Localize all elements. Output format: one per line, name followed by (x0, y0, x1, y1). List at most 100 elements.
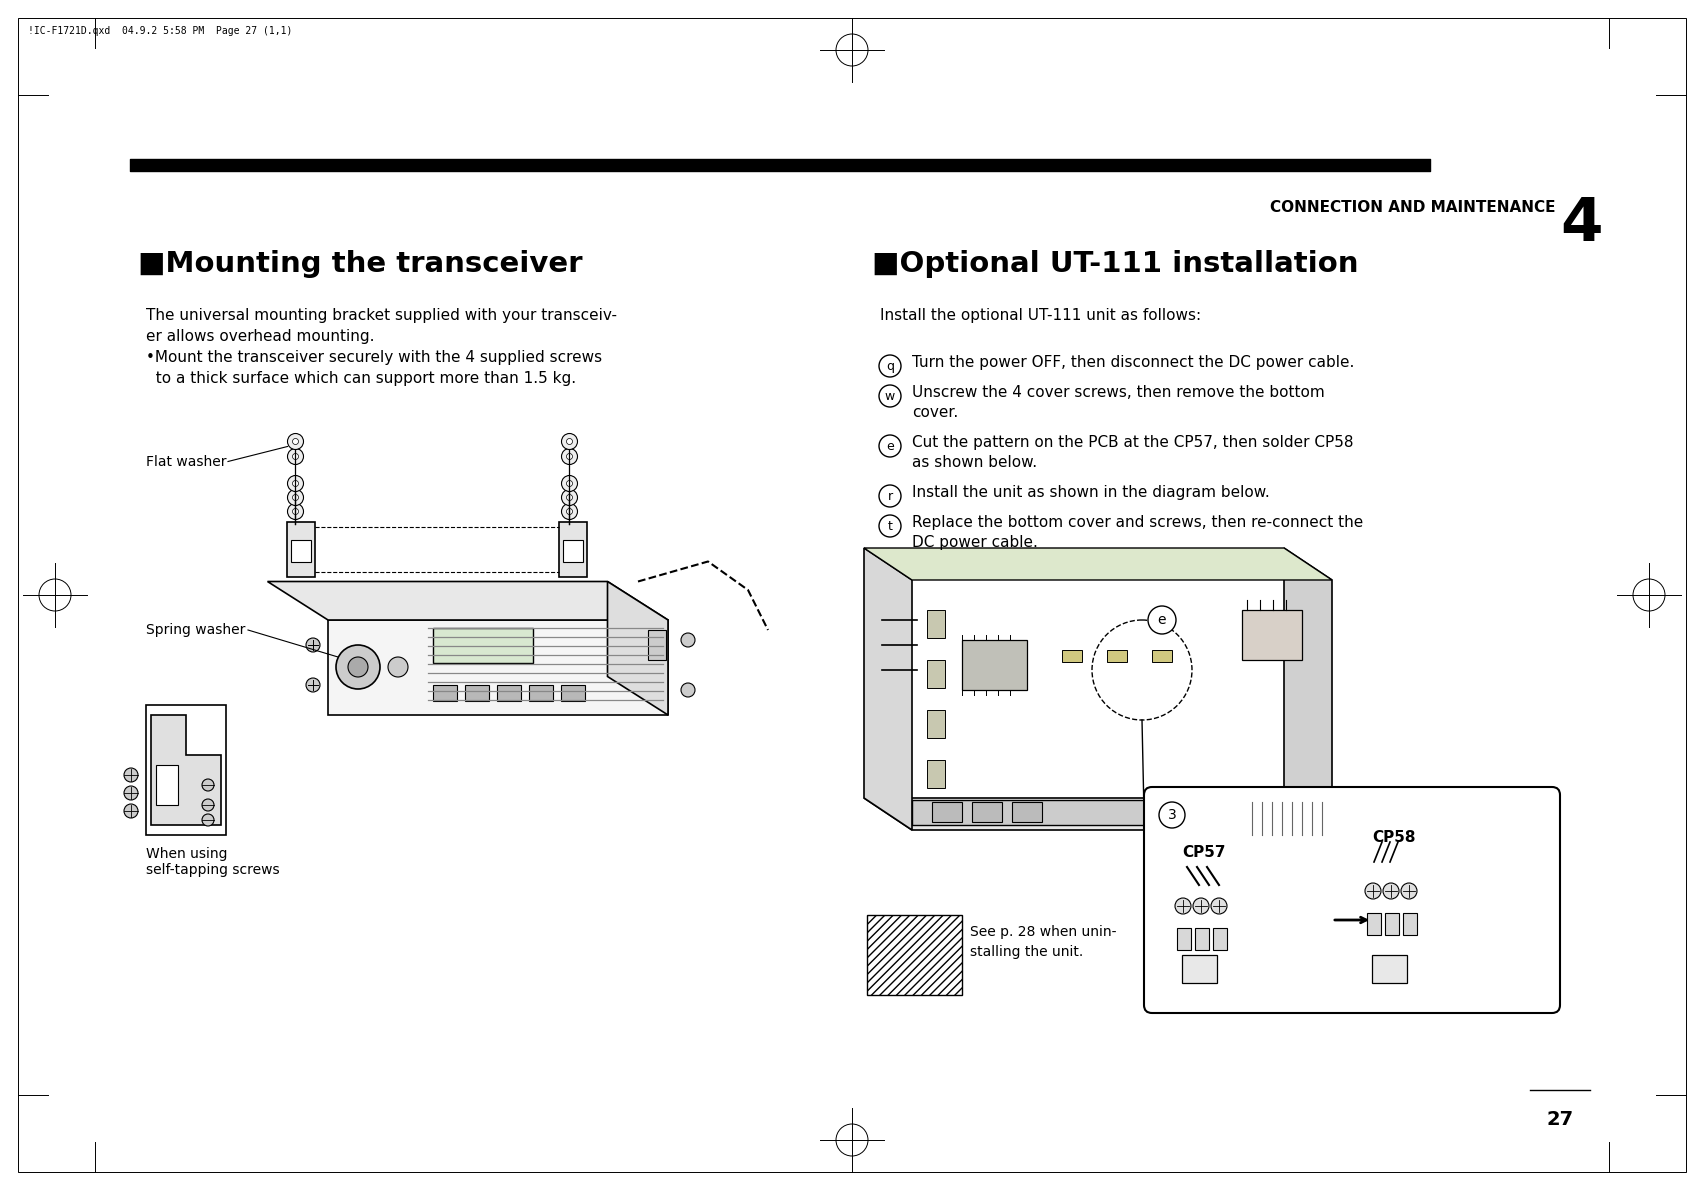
Bar (927, 610, 946, 638)
Circle shape (293, 481, 298, 487)
Text: Turn the power OFF, then disconnect the DC power cable.: Turn the power OFF, then disconnect the … (912, 355, 1355, 370)
Bar (648, 630, 666, 660)
Bar (867, 915, 963, 995)
Polygon shape (864, 549, 1333, 580)
Polygon shape (288, 521, 315, 576)
Circle shape (336, 645, 380, 689)
Circle shape (1384, 883, 1399, 898)
Circle shape (288, 433, 303, 450)
Bar (1385, 913, 1399, 935)
Circle shape (288, 476, 303, 491)
Text: cover.: cover. (912, 405, 958, 420)
Circle shape (293, 453, 298, 459)
Circle shape (1193, 898, 1210, 914)
Text: DC power cable.: DC power cable. (912, 536, 1038, 550)
Text: CP57: CP57 (1183, 845, 1225, 860)
Circle shape (566, 438, 573, 445)
Text: stalling the unit.: stalling the unit. (970, 945, 1084, 959)
Text: ■Mounting the transceiver: ■Mounting the transceiver (138, 250, 583, 278)
Bar (927, 660, 946, 688)
Text: e: e (1157, 613, 1166, 627)
Circle shape (293, 495, 298, 501)
Bar (1195, 928, 1210, 950)
Circle shape (288, 449, 303, 464)
Bar (927, 710, 946, 738)
Circle shape (124, 787, 138, 800)
Circle shape (1148, 606, 1176, 634)
Bar (498, 685, 521, 701)
Polygon shape (152, 715, 222, 825)
Polygon shape (327, 620, 668, 715)
Circle shape (1159, 802, 1184, 828)
Bar (1108, 650, 1126, 662)
Text: See p. 28 when unin-: See p. 28 when unin- (970, 925, 1116, 939)
Bar (971, 802, 1002, 822)
Text: The universal mounting bracket supplied with your transceiv-: The universal mounting bracket supplied … (147, 308, 617, 322)
Circle shape (1401, 883, 1418, 898)
Circle shape (203, 798, 215, 812)
Circle shape (566, 481, 573, 487)
Circle shape (307, 638, 320, 652)
Bar (1213, 928, 1227, 950)
Text: ■Optional UT-111 installation: ■Optional UT-111 installation (872, 250, 1358, 278)
Bar (1367, 913, 1380, 935)
Text: as shown below.: as shown below. (912, 455, 1038, 470)
Circle shape (288, 489, 303, 506)
Text: 27: 27 (1547, 1110, 1573, 1129)
Circle shape (562, 449, 578, 464)
Circle shape (293, 508, 298, 514)
Circle shape (562, 489, 578, 506)
Circle shape (203, 814, 215, 826)
Circle shape (203, 779, 215, 791)
Text: !IC-F1721D.qxd  04.9.2 5:58 PM  Page 27 (1,1): !IC-F1721D.qxd 04.9.2 5:58 PM Page 27 (1… (27, 26, 293, 36)
Text: Cut the pattern on the PCB at the CP57, then solder CP58: Cut the pattern on the PCB at the CP57, … (912, 436, 1353, 450)
Text: 4: 4 (1559, 195, 1602, 253)
Circle shape (124, 804, 138, 818)
Text: Install the unit as shown in the diagram below.: Install the unit as shown in the diagram… (912, 486, 1269, 500)
Bar (1242, 610, 1302, 660)
Circle shape (293, 438, 298, 445)
Circle shape (389, 657, 407, 677)
Bar (927, 760, 946, 788)
Text: Flat washer: Flat washer (147, 455, 227, 469)
Text: When using
self-tapping screws: When using self-tapping screws (147, 847, 279, 877)
Bar (433, 685, 457, 701)
Text: to a thick surface which can support more than 1.5 kg.: to a thick surface which can support mor… (147, 371, 576, 386)
Bar (932, 802, 963, 822)
Text: CONNECTION AND MAINTENANCE: CONNECTION AND MAINTENANCE (1269, 200, 1556, 215)
Text: r: r (888, 489, 893, 502)
Text: 3: 3 (1167, 808, 1176, 822)
Polygon shape (864, 549, 912, 829)
Bar (561, 685, 584, 701)
Circle shape (566, 453, 573, 459)
Polygon shape (864, 798, 1333, 829)
Circle shape (562, 476, 578, 491)
Polygon shape (1285, 549, 1333, 829)
Circle shape (1365, 883, 1380, 898)
Circle shape (566, 495, 573, 501)
Text: •Mount the transceiver securely with the 4 supplied screws: •Mount the transceiver securely with the… (147, 350, 602, 365)
Bar (147, 704, 227, 835)
Circle shape (1212, 898, 1227, 914)
Text: t: t (888, 520, 893, 532)
Circle shape (682, 633, 695, 647)
Text: q: q (886, 359, 895, 372)
Text: er allows overhead mounting.: er allows overhead mounting. (147, 328, 375, 344)
Circle shape (566, 508, 573, 514)
Bar (465, 685, 489, 701)
Bar (1177, 928, 1191, 950)
FancyBboxPatch shape (1143, 787, 1559, 1013)
Circle shape (307, 678, 320, 693)
Bar (528, 685, 554, 701)
Bar (1402, 913, 1418, 935)
Text: Replace the bottom cover and screws, then re-connect the: Replace the bottom cover and screws, the… (912, 515, 1363, 530)
Bar (1012, 802, 1043, 822)
Circle shape (562, 503, 578, 520)
Bar (963, 640, 1028, 690)
Polygon shape (268, 582, 668, 620)
Bar (1183, 956, 1217, 983)
Polygon shape (608, 582, 668, 715)
Text: Spring washer: Spring washer (147, 624, 245, 637)
Circle shape (288, 503, 303, 520)
Circle shape (348, 657, 368, 677)
